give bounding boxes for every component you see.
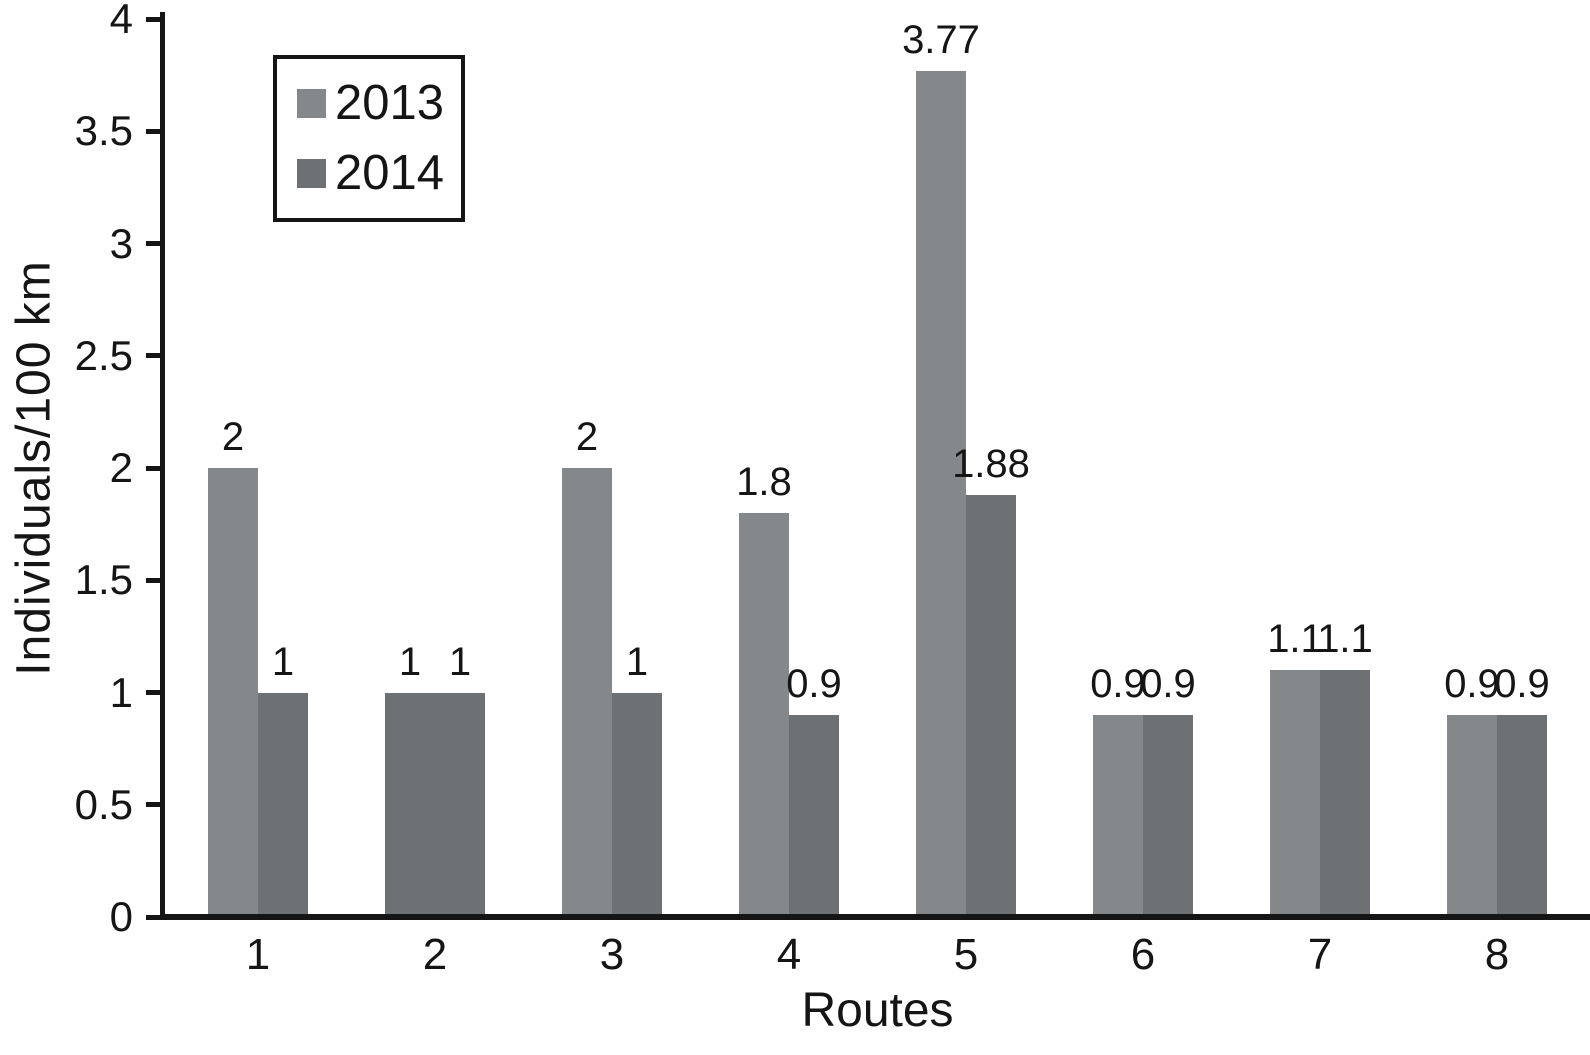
legend-item-2013: 2013 [297,79,461,128]
bar-value-label-2014-route-3: 1 [625,639,649,684]
bar-value-label-2013-route-6: 0.9 [1090,661,1146,706]
y-tick-label-0.5: 0.5 [74,780,133,828]
bar-2013-route-8 [1447,714,1497,917]
x-category-label-5: 5 [953,930,979,979]
bar-2014-route-4 [789,714,839,917]
bar-2013-route-4 [739,512,789,917]
bar-value-label-2013-route-3: 2 [575,415,599,459]
bar-2014-route-5 [966,494,1016,917]
bar-value-label-2014-route-5: 1.88 [952,441,1030,486]
bar-2014-route-1 [258,692,308,917]
bar-value-label-2014-route-6: 0.9 [1140,661,1196,706]
bar-2013-route-3 [562,468,612,917]
y-tick-label-1.5: 1.5 [74,556,133,604]
bar-value-label-2014-route-4: 0.9 [786,661,842,706]
bar-2013-route-2 [385,692,435,917]
bar-2014-route-3 [612,692,662,917]
y-tick-mark-0 [146,914,160,920]
x-category-label-6: 6 [1130,930,1156,979]
bar-value-label-2013-route-4: 1.8 [736,459,792,504]
bar-value-label-2013-route-5: 3.77 [902,17,980,62]
y-tick-label-2.5: 2.5 [74,331,133,379]
y-tick-label-2: 2 [109,444,133,491]
bar-value-label-2013-route-2: 1 [398,639,422,684]
legend-item-2014: 2014 [297,145,461,200]
bar-value-label-2013-route-1: 2 [221,415,245,459]
y-tick-label-1: 1 [109,668,133,716]
bar-2014-route-6 [1143,714,1193,917]
bar-value-label-2014-route-7: 1.1 [1317,617,1373,662]
bar-2014-route-7 [1320,670,1370,917]
y-tick-mark-1 [146,690,160,695]
bar-2014-route-8 [1497,714,1547,917]
x-axis-title: Routes [801,984,954,1037]
legend: 2013 2014 [273,55,465,222]
bar-value-label-2014-route-1: 1 [271,639,295,684]
y-tick-label-3.5: 3.5 [74,107,133,155]
bar-value-label-2014-route-2: 1 [448,639,472,684]
bar-value-label-2014-route-8: 0.9 [1494,661,1550,706]
y-tick-mark-1.5 [146,577,160,583]
bar-2013-route-5 [916,70,966,917]
bar-2013-route-7 [1270,670,1320,917]
bar-2013-route-6 [1093,714,1143,917]
y-tick-mark-2 [146,465,160,471]
y-tick-mark-4 [146,16,160,22]
legend-swatch-2013 [297,89,326,119]
x-category-label-2: 2 [422,930,448,979]
y-tick-label-0: 0 [109,893,133,940]
bar-value-label-2013-route-8: 0.9 [1444,661,1500,706]
bar-2014-route-2 [435,692,485,917]
y-axis-line [160,12,165,920]
y-tick-label-4: 4 [109,0,133,42]
plot-area: 0 0.5 1 1.5 2 2.5 3 3.5 4 2 1 2 1.8 3.77 0.9 1.1 0.9 1 1 1… [75,0,1590,979]
y-tick-mark-2.5 [146,353,160,359]
bar-2013-route-1 [208,468,258,917]
bar-value-label-2013-route-7: 1.1 [1267,617,1323,662]
x-category-label-3: 3 [599,930,625,979]
x-category-label-1: 1 [245,930,271,979]
x-axis-line [160,914,1590,920]
y-tick-label-3: 3 [109,219,133,267]
legend-label-2014: 2014 [335,145,445,200]
x-category-label-7: 7 [1307,930,1333,979]
legend-label-2013: 2013 [335,76,445,131]
y-tick-mark-3.5 [146,128,160,134]
x-category-label-8: 8 [1484,930,1510,979]
y-tick-mark-3 [146,241,160,246]
y-tick-mark-0.5 [146,802,160,808]
legend-swatch-2014 [297,158,326,188]
x-category-label-4: 4 [776,930,802,979]
